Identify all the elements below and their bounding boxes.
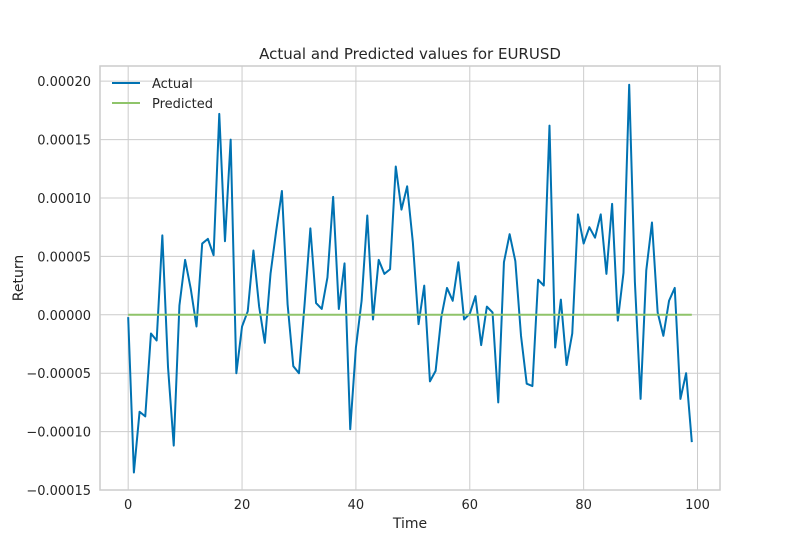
series-lines: [127, 83, 693, 474]
y-tick-label: −0.00015: [26, 484, 91, 499]
y-axis-ticks: −0.00015 −0.00010 −0.00005 0.00000 0.00005 0.…: [26, 75, 91, 499]
y-tick-label: 0.00000: [37, 309, 91, 324]
y-tick-label: −0.00005: [26, 367, 91, 382]
y-axis-label: Return: [11, 255, 27, 301]
x-tick-label: 60: [462, 498, 479, 513]
y-tick-label: 0.00005: [37, 250, 91, 265]
x-tick-label: 0: [124, 498, 132, 513]
chart-title: Actual and Predicted values for EURUSD: [259, 45, 561, 63]
x-tick-label: 100: [685, 498, 710, 513]
y-tick-label: 0.00010: [37, 192, 91, 207]
legend-label-predicted: Predicted: [152, 97, 213, 112]
x-axis-ticks: 0 20 40 60 80 100: [124, 498, 710, 513]
x-axis-label: Time: [392, 516, 427, 532]
x-tick-label: 20: [234, 498, 251, 513]
y-tick-label: 0.00015: [37, 134, 91, 149]
x-tick-label: 80: [575, 498, 592, 513]
x-tick-label: 40: [348, 498, 365, 513]
legend-label-actual: Actual: [152, 77, 193, 92]
legend: Actual Predicted: [112, 77, 213, 112]
y-tick-label: −0.00010: [26, 426, 91, 441]
series-line-actual: [127, 83, 693, 474]
y-tick-label: 0.00020: [37, 75, 91, 90]
